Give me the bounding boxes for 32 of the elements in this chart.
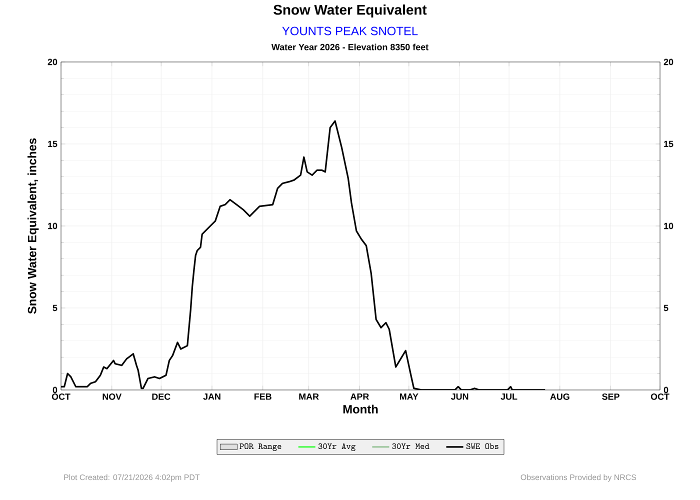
legend-label: POR Range: [240, 443, 282, 452]
legend-label: 30Yr Med: [392, 443, 430, 450]
x-tick-label: APR: [350, 394, 369, 400]
x-tick-label: MAR: [299, 394, 319, 400]
x-tick-label: SEP: [602, 394, 620, 400]
y2-tick-label: 10: [664, 222, 674, 230]
y2-tick-label: 5: [664, 304, 668, 312]
y2-tick-label: 0: [664, 386, 668, 394]
text: Water Year 2026 - Elevation 8350 feet: [271, 44, 428, 50]
x-axis-title: Month: [343, 404, 378, 414]
y-tick-label: 0: [52, 386, 58, 394]
x-tick-label: FEB: [254, 394, 272, 400]
chart-subtitle: YOUNTS PEAK SNOTEL: [282, 26, 418, 36]
x-tick-label: OCT: [650, 394, 670, 400]
y-tick-label: 20: [48, 58, 58, 66]
y-tick-label: 15: [48, 140, 58, 148]
y-tick-label: 10: [48, 222, 58, 230]
legend-label: SWE Obs: [466, 443, 498, 450]
x-tick-label: AUG: [550, 394, 570, 400]
y2-tick-label: 20: [664, 58, 674, 66]
x-tick-label: DEC: [152, 394, 170, 400]
x-tick-label: NOV: [102, 394, 122, 400]
y2-tick-label: 15: [664, 140, 674, 148]
chart-title: Snow Water Equivalent: [274, 4, 427, 18]
x-tick-label: JUN: [450, 394, 468, 400]
x-tick-label: MAY: [400, 394, 418, 400]
x-tick-label: JAN: [203, 394, 220, 400]
legend-label: 30Yr Avg: [318, 443, 356, 452]
y-axis-title: Snow Water Equivalent, inches: [28, 138, 39, 314]
x-tick-label: JUL: [500, 394, 518, 400]
y-tick-label: 5: [52, 304, 58, 312]
x-tick-label: OCT: [52, 394, 70, 400]
